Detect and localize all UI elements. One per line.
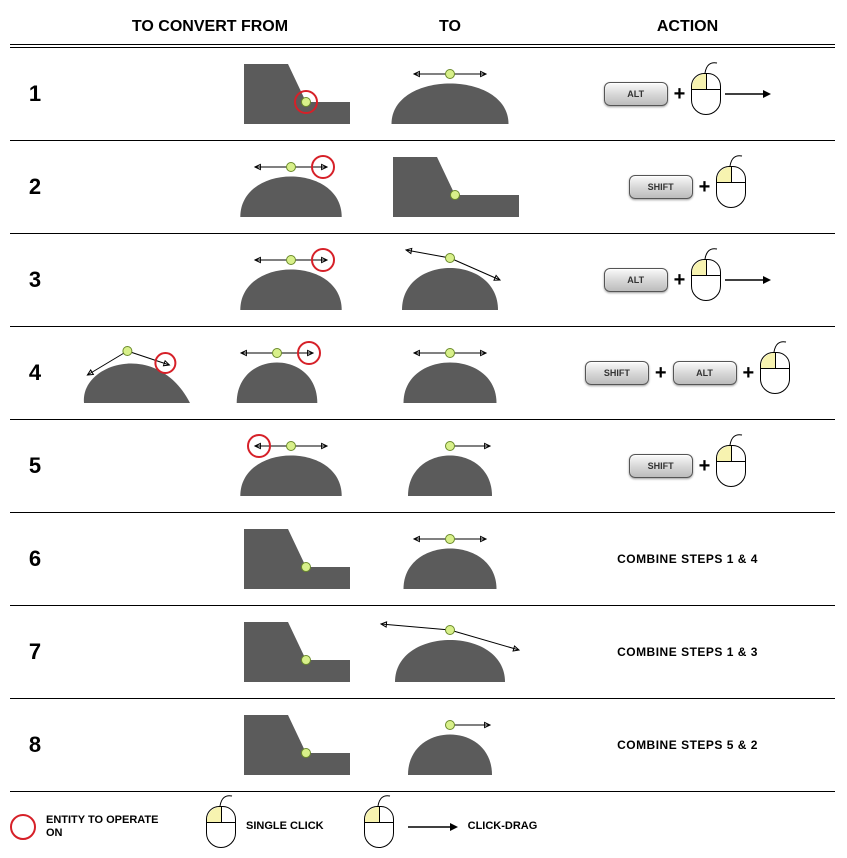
- shape-corner: [226, 58, 356, 130]
- from-cell: [60, 234, 360, 327]
- header-row: TO CONVERT FROM TO ACTION: [10, 10, 835, 46]
- shift-key-icon: SHIFT: [629, 454, 693, 478]
- row-number: 2: [10, 141, 60, 234]
- to-cell: [360, 141, 540, 234]
- from-cell: [60, 606, 360, 699]
- plus-icon: +: [674, 269, 686, 292]
- action-cell: COMBINE STEPS 1 & 3: [540, 606, 835, 699]
- shift-key-icon: SHIFT: [629, 175, 693, 199]
- shape-dome_sym: [375, 58, 525, 130]
- mouse-icon: [760, 352, 790, 394]
- action-cell: SHIFT +: [540, 141, 835, 234]
- plus-icon: +: [674, 83, 686, 106]
- row-number: 8: [10, 699, 60, 792]
- action-text: COMBINE STEPS 5 & 2: [617, 738, 758, 752]
- from-cell: [60, 327, 360, 420]
- shape-corner: [375, 151, 525, 223]
- alt-key-icon: ALT: [604, 268, 668, 292]
- to-cell: [360, 606, 540, 699]
- mouse-icon: [716, 166, 746, 208]
- from-cell: [60, 699, 360, 792]
- to-cell: [360, 420, 540, 513]
- to-cell: [360, 513, 540, 606]
- plus-icon: +: [655, 362, 667, 385]
- conversion-table: TO CONVERT FROM TO ACTION 1 ALT + 2 SHIFT…: [10, 10, 835, 792]
- header-from: TO CONVERT FROM: [60, 10, 360, 46]
- mouse-icon: [691, 73, 721, 115]
- row-number: 6: [10, 513, 60, 606]
- mouse-icon: [691, 259, 721, 301]
- shape-dome_sym: [226, 244, 356, 316]
- mouse-icon: [364, 806, 394, 848]
- table-row: 6 COMBINE STEPS 1 & 4: [10, 513, 835, 606]
- row-number: 1: [10, 46, 60, 141]
- shape-dome_sym: [226, 151, 356, 223]
- row-number: 7: [10, 606, 60, 699]
- action-cell: ALT +: [540, 234, 835, 327]
- to-cell: [360, 699, 540, 792]
- header-to: TO: [360, 10, 540, 46]
- action-cell: COMBINE STEPS 5 & 2: [540, 699, 835, 792]
- from-cell: [60, 141, 360, 234]
- legend-click-drag: CLICK-DRAG: [364, 806, 538, 848]
- action-text: COMBINE STEPS 1 & 3: [617, 645, 758, 659]
- from-cell: [60, 420, 360, 513]
- plus-icon: +: [743, 362, 755, 385]
- action-cell: COMBINE STEPS 1 & 4: [540, 513, 835, 606]
- shape-dome_asym_wide: [375, 616, 525, 688]
- table-row: 8 COMBINE STEPS 5 & 2: [10, 699, 835, 792]
- table-row: 3 ALT +: [10, 234, 835, 327]
- action-cell: ALT +: [540, 46, 835, 141]
- from-cell: [60, 513, 360, 606]
- table-row: 5 SHIFT +: [10, 420, 835, 513]
- drag-arrow-icon: [408, 821, 458, 833]
- shape-corner: [226, 616, 356, 688]
- plus-icon: +: [699, 176, 711, 199]
- red-circle-icon: [10, 814, 36, 840]
- table-row: 2 SHIFT +: [10, 141, 835, 234]
- table-row: 4 SHIFT + ALT +: [10, 327, 835, 420]
- shape-dome_right_only: [375, 430, 525, 502]
- shape-corner: [226, 523, 356, 595]
- action-cell: SHIFT +: [540, 420, 835, 513]
- row-number: 4: [10, 327, 60, 420]
- header-action: ACTION: [540, 10, 835, 46]
- alt-key-icon: ALT: [604, 82, 668, 106]
- action-cell: SHIFT + ALT +: [540, 327, 835, 420]
- table-row: 1 ALT +: [10, 46, 835, 141]
- shape-dome_right_only: [375, 709, 525, 781]
- shift-key-icon: SHIFT: [585, 361, 649, 385]
- action-text: COMBINE STEPS 1 & 4: [617, 552, 758, 566]
- table-row: 7 COMBINE STEPS 1 & 3: [10, 606, 835, 699]
- shape-dome_sym_small: [375, 523, 525, 595]
- drag-arrow-icon: [725, 274, 771, 286]
- to-cell: [360, 327, 540, 420]
- to-cell: [360, 46, 540, 141]
- plus-icon: +: [699, 455, 711, 478]
- shape-dome_asym_down: [375, 244, 525, 316]
- drag-arrow-icon: [725, 88, 771, 100]
- row-number: 5: [10, 420, 60, 513]
- row-number: 3: [10, 234, 60, 327]
- shape-dome_sym_small: [375, 337, 525, 409]
- legend-single-click: SINGLE CLICK: [206, 806, 324, 848]
- legend-entity: ENTITY TO OPERATE ON: [10, 814, 166, 840]
- shape-dome_sym: [226, 430, 356, 502]
- mouse-icon: [206, 806, 236, 848]
- shape-dome_sym_small: [212, 337, 342, 409]
- shape-dome_asym_left: [78, 337, 208, 409]
- shape-corner: [226, 709, 356, 781]
- to-cell: [360, 234, 540, 327]
- from-cell: [60, 46, 360, 141]
- legend: ENTITY TO OPERATE ON SINGLE CLICK CLICK-…: [10, 806, 847, 848]
- mouse-icon: [716, 445, 746, 487]
- alt-key-icon: ALT: [673, 361, 737, 385]
